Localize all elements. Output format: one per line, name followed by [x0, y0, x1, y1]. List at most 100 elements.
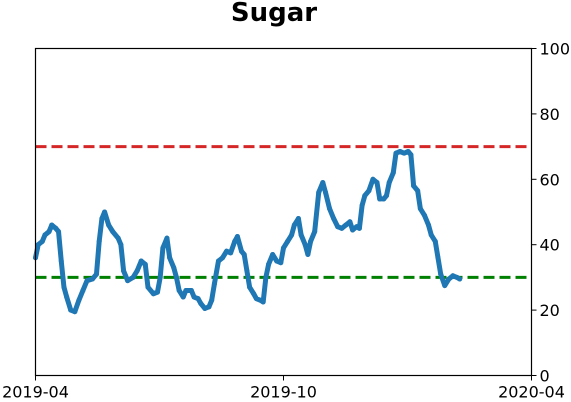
data-point — [154, 289, 160, 295]
data-point — [383, 193, 389, 199]
data-point — [188, 287, 194, 293]
x-axis: 2019-04 2019-10 2020-04 — [2, 375, 565, 402]
data-point — [343, 222, 349, 228]
data-point — [415, 188, 421, 194]
data-point — [164, 235, 170, 241]
data-point — [138, 258, 144, 264]
data-point — [171, 265, 177, 271]
data-point — [121, 268, 127, 274]
data-point — [435, 255, 441, 261]
data-point — [247, 284, 253, 290]
data-point — [390, 170, 396, 176]
data-point — [323, 189, 329, 195]
data-point — [408, 152, 414, 158]
data-point — [442, 283, 448, 289]
data-point — [234, 234, 240, 240]
data-point — [305, 252, 311, 258]
data-point — [173, 274, 179, 280]
data-point — [209, 297, 215, 303]
data-point — [312, 229, 318, 235]
data-point — [195, 296, 201, 302]
data-point — [356, 225, 362, 231]
data-point — [64, 294, 70, 300]
data-point — [99, 216, 105, 222]
y-axis: 0 20 40 60 80 100 — [531, 40, 570, 386]
data-point — [308, 238, 314, 244]
y-tick-label: 20 — [540, 301, 560, 320]
y-tick-label: 0 — [540, 367, 550, 386]
data-point — [96, 238, 102, 244]
chart-title: Sugar — [231, 0, 317, 28]
data-point — [438, 271, 444, 277]
data-point — [266, 261, 272, 267]
data-point — [46, 229, 52, 235]
data-point — [35, 242, 41, 248]
data-point — [260, 299, 266, 305]
data-point — [110, 229, 116, 235]
data-point — [331, 216, 337, 222]
data-point — [106, 222, 112, 228]
y-tick-label: 80 — [540, 105, 560, 124]
x-tick-label: 2019-04 — [2, 383, 69, 402]
data-point — [291, 222, 297, 228]
data-point — [263, 274, 269, 280]
data-point — [157, 274, 163, 280]
y-tick-label: 40 — [540, 236, 560, 255]
data-point — [220, 255, 226, 261]
data-point — [295, 216, 301, 222]
data-point — [228, 250, 234, 256]
data-point — [150, 291, 156, 297]
data-point — [61, 284, 67, 290]
data-point — [125, 278, 131, 284]
data-point — [397, 149, 403, 154]
data-point — [202, 305, 208, 311]
data-point — [39, 238, 45, 244]
data-point — [446, 276, 452, 282]
data-point — [339, 225, 345, 231]
data-point — [118, 242, 124, 248]
data-point — [285, 238, 291, 244]
data-point — [160, 245, 166, 251]
data-point — [215, 258, 221, 264]
data-point — [232, 238, 238, 244]
plot-frame — [34, 47, 533, 377]
data-point — [84, 278, 90, 284]
data-point — [167, 255, 173, 261]
data-point — [374, 180, 380, 186]
data-point — [191, 294, 197, 300]
data-point — [198, 301, 204, 307]
data-point — [350, 227, 356, 233]
data-point — [206, 304, 212, 310]
data-point — [130, 274, 136, 280]
data-point — [72, 309, 78, 315]
data-point — [142, 261, 148, 267]
data-point — [432, 238, 438, 244]
data-point — [93, 271, 99, 277]
data-point — [366, 188, 372, 194]
data-point — [302, 242, 308, 248]
data-point — [68, 307, 74, 313]
data-point — [370, 176, 376, 182]
data-point — [274, 258, 280, 264]
data-point — [76, 297, 82, 303]
data-point — [450, 273, 456, 279]
data-point — [102, 209, 108, 215]
x-tick-label: 2020-04 — [498, 383, 565, 402]
data-point — [134, 268, 140, 274]
data-point — [180, 294, 186, 300]
data-point — [421, 212, 427, 218]
data-point — [278, 260, 284, 266]
data-point — [145, 284, 151, 290]
data-point — [89, 276, 95, 282]
plot-area — [33, 145, 532, 315]
data-point — [457, 276, 463, 282]
data-point — [253, 296, 259, 302]
data-point — [411, 183, 417, 189]
data-point — [49, 222, 55, 228]
data-point — [377, 196, 383, 202]
data-point — [241, 252, 247, 258]
data-point — [401, 150, 407, 156]
data-point — [393, 150, 399, 156]
data-point — [316, 189, 322, 195]
